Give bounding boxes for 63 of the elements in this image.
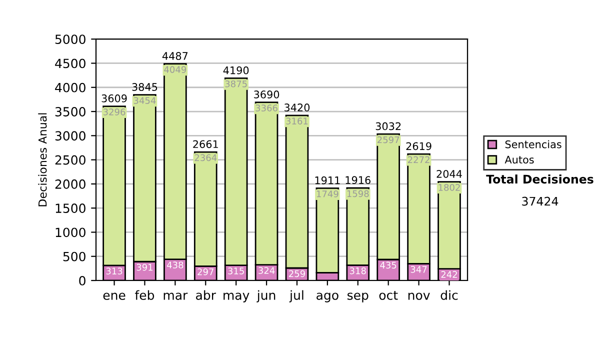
data-label: 324 xyxy=(258,267,275,274)
x-tick-label: abr xyxy=(196,290,216,300)
y-tick-label: 500 xyxy=(63,252,86,262)
x-tick-label: may xyxy=(224,292,250,302)
x-tick-label: mar xyxy=(164,292,188,300)
data-label: 435 xyxy=(380,262,396,269)
total-label: 4190 xyxy=(223,66,249,74)
total-label: 3032 xyxy=(376,122,401,130)
data-label: 1802 xyxy=(438,184,460,191)
data-label: 313 xyxy=(106,268,122,274)
total-label: 2044 xyxy=(436,170,462,178)
data-label: 3161 xyxy=(286,118,308,124)
data-label: 3454 xyxy=(134,97,156,104)
y-tick-label: 1500 xyxy=(56,204,86,214)
data-label: 3366 xyxy=(256,104,278,112)
data-label: 391 xyxy=(136,264,153,271)
total-label: 3609 xyxy=(102,94,127,102)
y-axis-title: Decisiones Anual xyxy=(38,113,47,206)
total-label: 3690 xyxy=(254,90,280,98)
x-tick-label: feb xyxy=(134,290,154,300)
data-label: 2364 xyxy=(194,154,217,162)
legend-label: Sentencias xyxy=(505,140,562,148)
total-label: 4487 xyxy=(162,52,188,60)
y-tick-label: 2500 xyxy=(55,155,86,165)
y-tick-label: 1000 xyxy=(56,228,86,238)
x-tick-label: ago xyxy=(316,292,338,302)
x-tick-label: oct xyxy=(379,290,398,300)
data-label: 3296 xyxy=(103,108,126,116)
y-tick-label: 0 xyxy=(79,276,86,286)
x-tick-label: ene xyxy=(103,292,126,300)
data-label: 2272 xyxy=(408,156,430,163)
y-tick-label: 5000 xyxy=(55,34,86,44)
y-tick-label: 2000 xyxy=(55,179,86,189)
data-label: 242 xyxy=(441,271,457,278)
y-tick-label: 3500 xyxy=(55,106,86,116)
text: 37424 xyxy=(522,196,558,206)
data-label: 318 xyxy=(350,267,366,274)
data-label: 315 xyxy=(228,268,244,274)
total-label: 1916 xyxy=(346,176,370,184)
data-label: 3875 xyxy=(225,80,247,88)
data-label: 4049 xyxy=(164,66,186,73)
x-tick-label: sep xyxy=(348,292,368,302)
x-tick-label: jul xyxy=(289,290,304,302)
data-label: 297 xyxy=(198,268,214,276)
total-label: 3845 xyxy=(132,83,158,91)
data-label: 1598 xyxy=(347,190,369,198)
x-tick-label: nov xyxy=(408,292,430,300)
data-label: 347 xyxy=(410,266,427,273)
data-label: 2597 xyxy=(378,136,400,144)
data-label: 1749 xyxy=(316,190,338,198)
total-label: 2661 xyxy=(193,140,218,148)
y-tick-label: 3000 xyxy=(55,131,86,141)
data-label: 438 xyxy=(167,262,184,268)
x-tick-label: jun xyxy=(256,290,276,302)
y-tick-label: 4500 xyxy=(55,58,86,68)
x-tick-label: dic xyxy=(440,290,458,300)
text: Total Decisiones xyxy=(486,174,594,184)
total-label: 1911 xyxy=(315,176,340,184)
y-tick-label: 4000 xyxy=(55,82,86,92)
legend-label: Autos xyxy=(504,156,534,164)
total-label: 3420 xyxy=(284,104,310,112)
data-label: 259 xyxy=(289,270,305,278)
total-label: 2619 xyxy=(406,142,432,150)
